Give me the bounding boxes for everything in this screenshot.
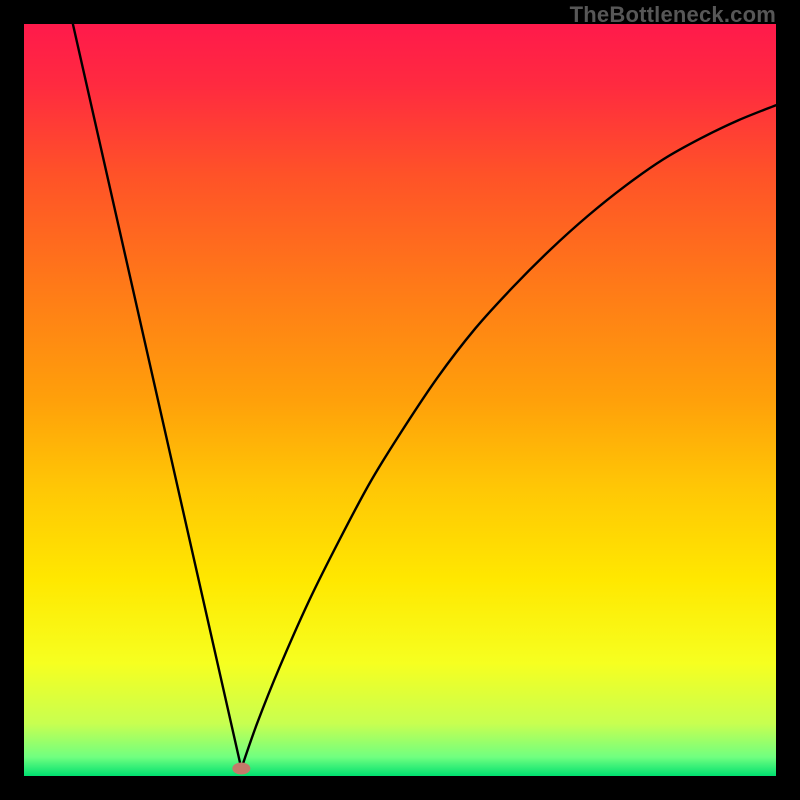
chart-plot-area — [24, 24, 776, 776]
chart-svg — [24, 24, 776, 776]
bottleneck-marker — [232, 762, 250, 774]
chart-frame: TheBottleneck.com — [0, 0, 800, 800]
gradient-background — [24, 24, 776, 776]
